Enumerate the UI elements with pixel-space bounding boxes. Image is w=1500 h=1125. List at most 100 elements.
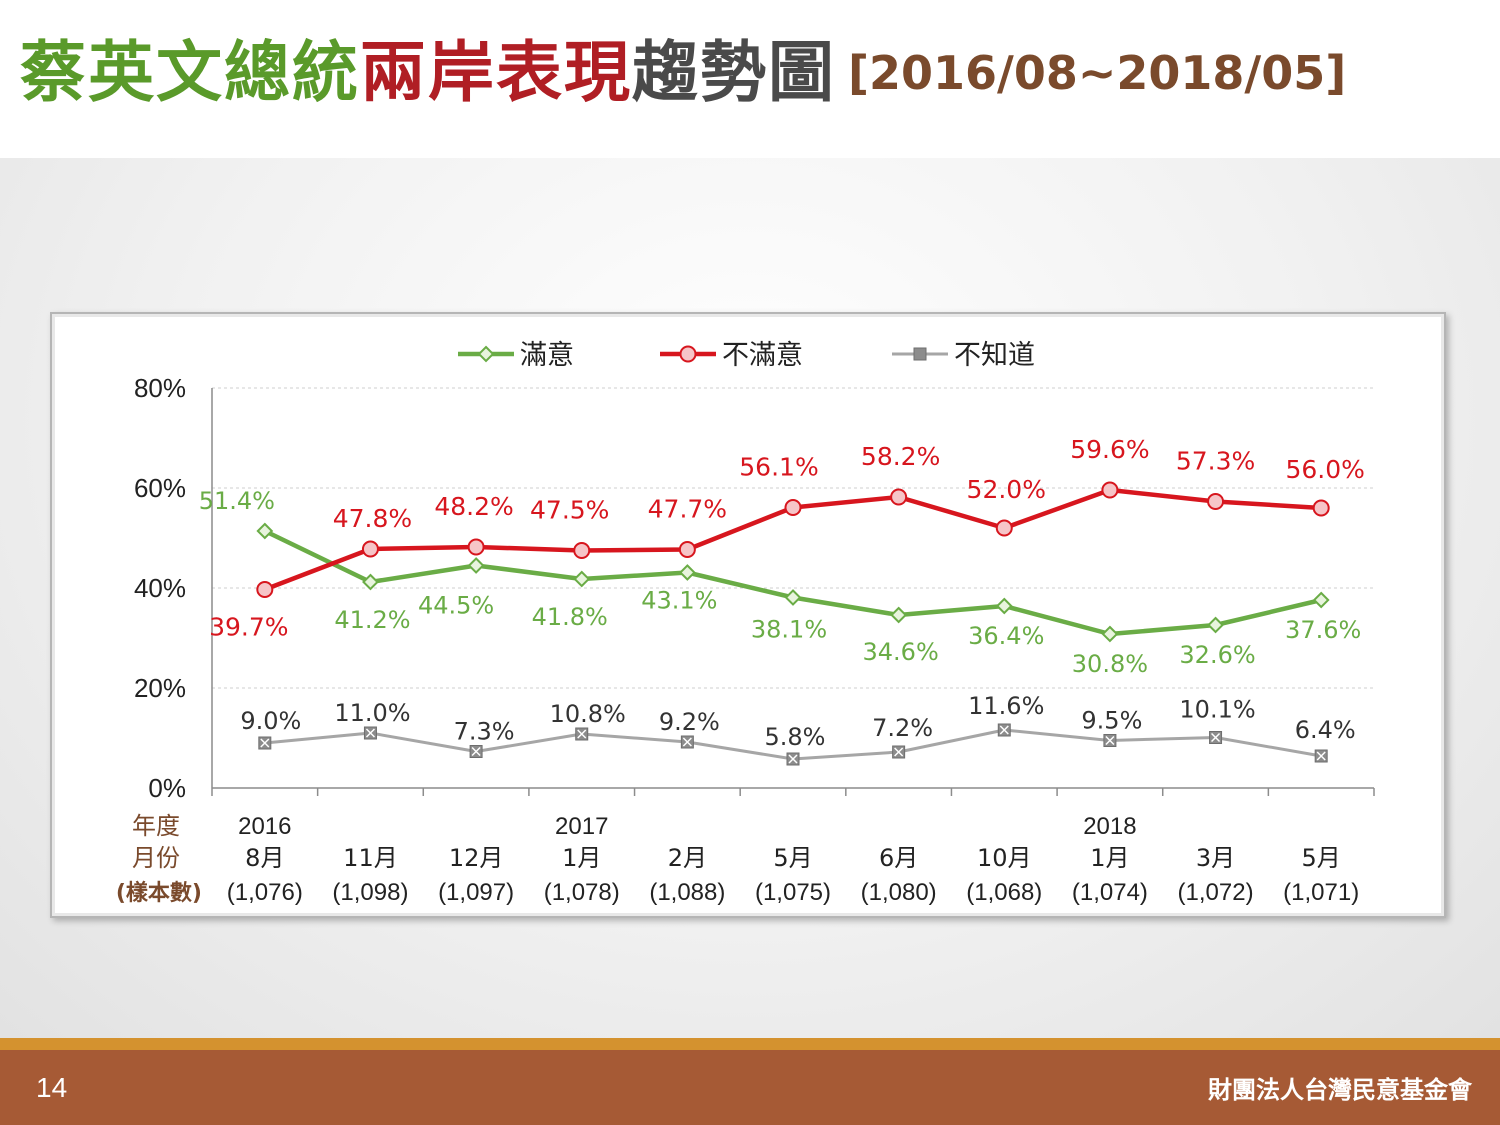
data-label: 57.3%	[1176, 447, 1255, 476]
data-label: 47.7%	[648, 495, 727, 524]
data-point-unknown-cross	[1316, 751, 1326, 761]
data-point-dissatisfied	[784, 499, 802, 516]
data-point-dissatisfied	[995, 519, 1013, 537]
data-point-satisfied	[467, 557, 485, 574]
data-point-unknown-cross	[577, 729, 587, 739]
x-sample-label: (1,074)	[1072, 879, 1148, 906]
x-sample-label: (1,080)	[861, 879, 937, 906]
data-label: 5.8%	[765, 723, 826, 751]
data-point-unknown-cross	[999, 725, 1009, 735]
x-month-label: 10月	[977, 844, 1032, 872]
data-point-unknown-cross	[260, 738, 270, 748]
title-date-range: [2016/08~2018/05]	[848, 46, 1347, 100]
x-month-label: 3月	[1196, 844, 1235, 872]
data-point-satisfied	[890, 606, 908, 624]
data-point-unknown-cross	[1105, 735, 1115, 746]
y-tick-label: 60%	[134, 473, 186, 503]
data-point-dissatisfied	[1312, 499, 1330, 517]
data-label: 30.8%	[1072, 650, 1148, 678]
data-label: 34.6%	[863, 638, 939, 666]
data-label: 11.0%	[334, 699, 410, 727]
data-point-dissatisfied	[361, 540, 379, 558]
x-month-label: 1月	[562, 844, 601, 872]
x-month-label: 1月	[1090, 844, 1129, 872]
data-label: 52.0%	[967, 475, 1046, 504]
data-label: 58.2%	[861, 442, 940, 471]
data-label: 59.6%	[1070, 435, 1149, 464]
x-month-label: 5月	[1302, 844, 1341, 872]
data-point-unknown-cross	[788, 754, 798, 764]
x-year-label: 2017	[555, 813, 608, 840]
data-label: 7.2%	[872, 714, 933, 742]
data-label: 48.2%	[434, 492, 513, 521]
data-label: 10.1%	[1179, 696, 1255, 724]
organization-name: 財團法人台灣民意基金會	[1208, 1076, 1472, 1104]
data-label: 39.7%	[209, 613, 288, 642]
data-point-satisfied	[995, 597, 1013, 615]
chart-frame: 0% 20% 40% 60% 80% 51.4% 41.2% 44.5% 41.8% 43.1% 3…	[50, 312, 1446, 918]
y-tick-label: 40%	[134, 573, 186, 603]
data-label: 7.3%	[454, 718, 515, 746]
x-sample-label: (1,076)	[227, 879, 303, 906]
data-label: 11.6%	[968, 692, 1044, 720]
y-tick-label: 80%	[134, 373, 186, 403]
data-label: 44.5%	[418, 592, 494, 620]
x-sample-label: (1,075)	[755, 879, 831, 906]
trend-chart: 0% 20% 40% 60% 80% 51.4% 41.2% 44.5% 41.8% 43.1% 3…	[116, 340, 1375, 906]
data-point-unknown-cross	[682, 737, 692, 747]
title-bar: 蔡英文總統兩岸表現趨勢圖 [2016/08~2018/05]	[0, 0, 1500, 158]
row-label-sample: (樣本數)	[116, 880, 202, 906]
x-sample-label: (1,097)	[438, 879, 514, 906]
x-month-label: 5月	[773, 844, 812, 872]
legend-label: 滿意	[520, 340, 574, 371]
data-point-satisfied	[678, 564, 696, 581]
data-label: 38.1%	[751, 616, 827, 644]
data-point-dissatisfied	[1207, 493, 1225, 510]
data-label: 36.4%	[968, 622, 1044, 650]
data-label: 10.8%	[550, 700, 626, 728]
data-point-dissatisfied	[890, 488, 908, 506]
footer-bar: 14 財團法人台灣民意基金會	[0, 1050, 1500, 1125]
row-label-month: 月份	[132, 844, 180, 872]
data-label: 37.6%	[1285, 616, 1361, 644]
data-point-dissatisfied	[573, 542, 591, 559]
x-year-label: 2016	[238, 813, 291, 840]
data-label: 32.6%	[1179, 641, 1255, 669]
data-label: 56.1%	[739, 453, 818, 482]
y-tick-label: 20%	[134, 673, 186, 703]
data-label: 41.2%	[334, 606, 410, 634]
x-month-label: 11月	[343, 844, 398, 872]
data-point-satisfied	[784, 589, 802, 606]
title-part-cross-strait: 兩岸表現	[360, 34, 632, 111]
footer-stripe	[0, 1038, 1500, 1050]
data-label: 51.4%	[199, 487, 275, 515]
data-label: 41.8%	[532, 603, 608, 631]
x-sample-label: (1,068)	[966, 879, 1042, 906]
x-sample-label: (1,072)	[1178, 879, 1254, 906]
data-label: 6.4%	[1295, 716, 1356, 744]
data-point-dissatisfied	[678, 541, 696, 558]
data-point-dissatisfied	[256, 581, 274, 598]
x-sample-label: (1,071)	[1283, 879, 1359, 906]
data-point-unknown-cross	[471, 746, 481, 757]
title-part-president: 蔡英文總統	[20, 34, 360, 111]
data-label: 43.1%	[641, 587, 717, 615]
legend-marker	[679, 345, 697, 363]
row-label-year: 年度	[132, 812, 180, 840]
data-point-satisfied	[1207, 616, 1224, 634]
x-month-label: 8月	[245, 844, 284, 872]
data-point-dissatisfied	[467, 538, 485, 556]
data-point-unknown-cross	[1211, 732, 1221, 743]
data-label: 47.8%	[333, 504, 412, 533]
legend-label: 不知道	[954, 340, 1035, 371]
legend-marker	[913, 347, 927, 361]
legend-label: 不滿意	[722, 340, 803, 371]
data-point-satisfied	[362, 573, 379, 591]
slide-title: 蔡英文總統兩岸表現趨勢圖 [2016/08~2018/05]	[20, 40, 1346, 106]
data-label: 9.5%	[1081, 707, 1142, 735]
legend-marker	[477, 345, 495, 363]
y-tick-label: 0%	[148, 773, 186, 803]
data-point-satisfied	[1312, 591, 1330, 609]
x-year-label: 2018	[1083, 813, 1136, 840]
x-sample-label: (1,088)	[649, 879, 725, 906]
